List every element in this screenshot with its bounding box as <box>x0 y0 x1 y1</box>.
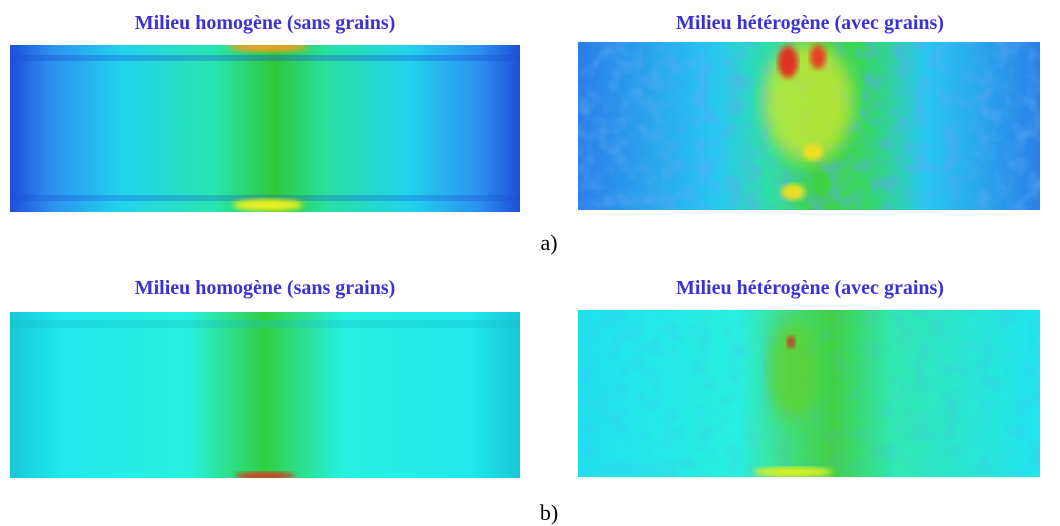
heatmap <box>578 42 1040 210</box>
panel-label: b) <box>539 500 559 525</box>
image-title: Milieu homogène (sans grains) <box>134 12 396 34</box>
panel-label: a) <box>540 230 558 255</box>
heatmap <box>578 310 1040 477</box>
image-title: Milieu hétérogène (avec grains) <box>676 12 944 34</box>
heatmap <box>10 312 520 478</box>
image-title: Milieu homogène (sans grains) <box>134 277 396 299</box>
image-title: Milieu hétérogène (avec grains) <box>676 277 944 299</box>
heatmap <box>10 45 520 212</box>
